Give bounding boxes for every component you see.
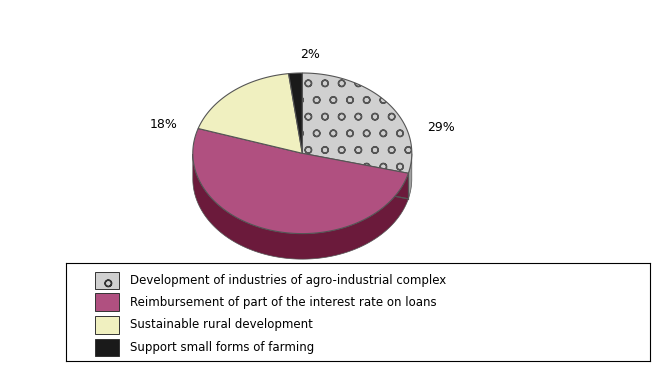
- Polygon shape: [193, 128, 408, 234]
- Text: 51%: 51%: [296, 264, 324, 277]
- Text: 18%: 18%: [150, 118, 178, 131]
- Text: Sustainable rural development: Sustainable rural development: [131, 318, 314, 331]
- Text: Support small forms of farming: Support small forms of farming: [131, 341, 315, 354]
- Polygon shape: [198, 74, 302, 153]
- Bar: [95, 272, 119, 289]
- Bar: [95, 339, 119, 356]
- Text: 2%: 2%: [300, 48, 320, 61]
- Text: 2019 year: 2019 year: [267, 300, 337, 314]
- Bar: [95, 316, 119, 334]
- Bar: [95, 293, 119, 311]
- Polygon shape: [408, 154, 412, 199]
- Polygon shape: [288, 73, 302, 153]
- Text: Reimbursement of part of the interest rate on loans: Reimbursement of part of the interest ra…: [131, 296, 437, 309]
- Text: 29%: 29%: [427, 121, 455, 134]
- Polygon shape: [193, 154, 408, 259]
- Text: Development of industries of agro-industrial complex: Development of industries of agro-indust…: [131, 274, 447, 287]
- Polygon shape: [302, 73, 412, 173]
